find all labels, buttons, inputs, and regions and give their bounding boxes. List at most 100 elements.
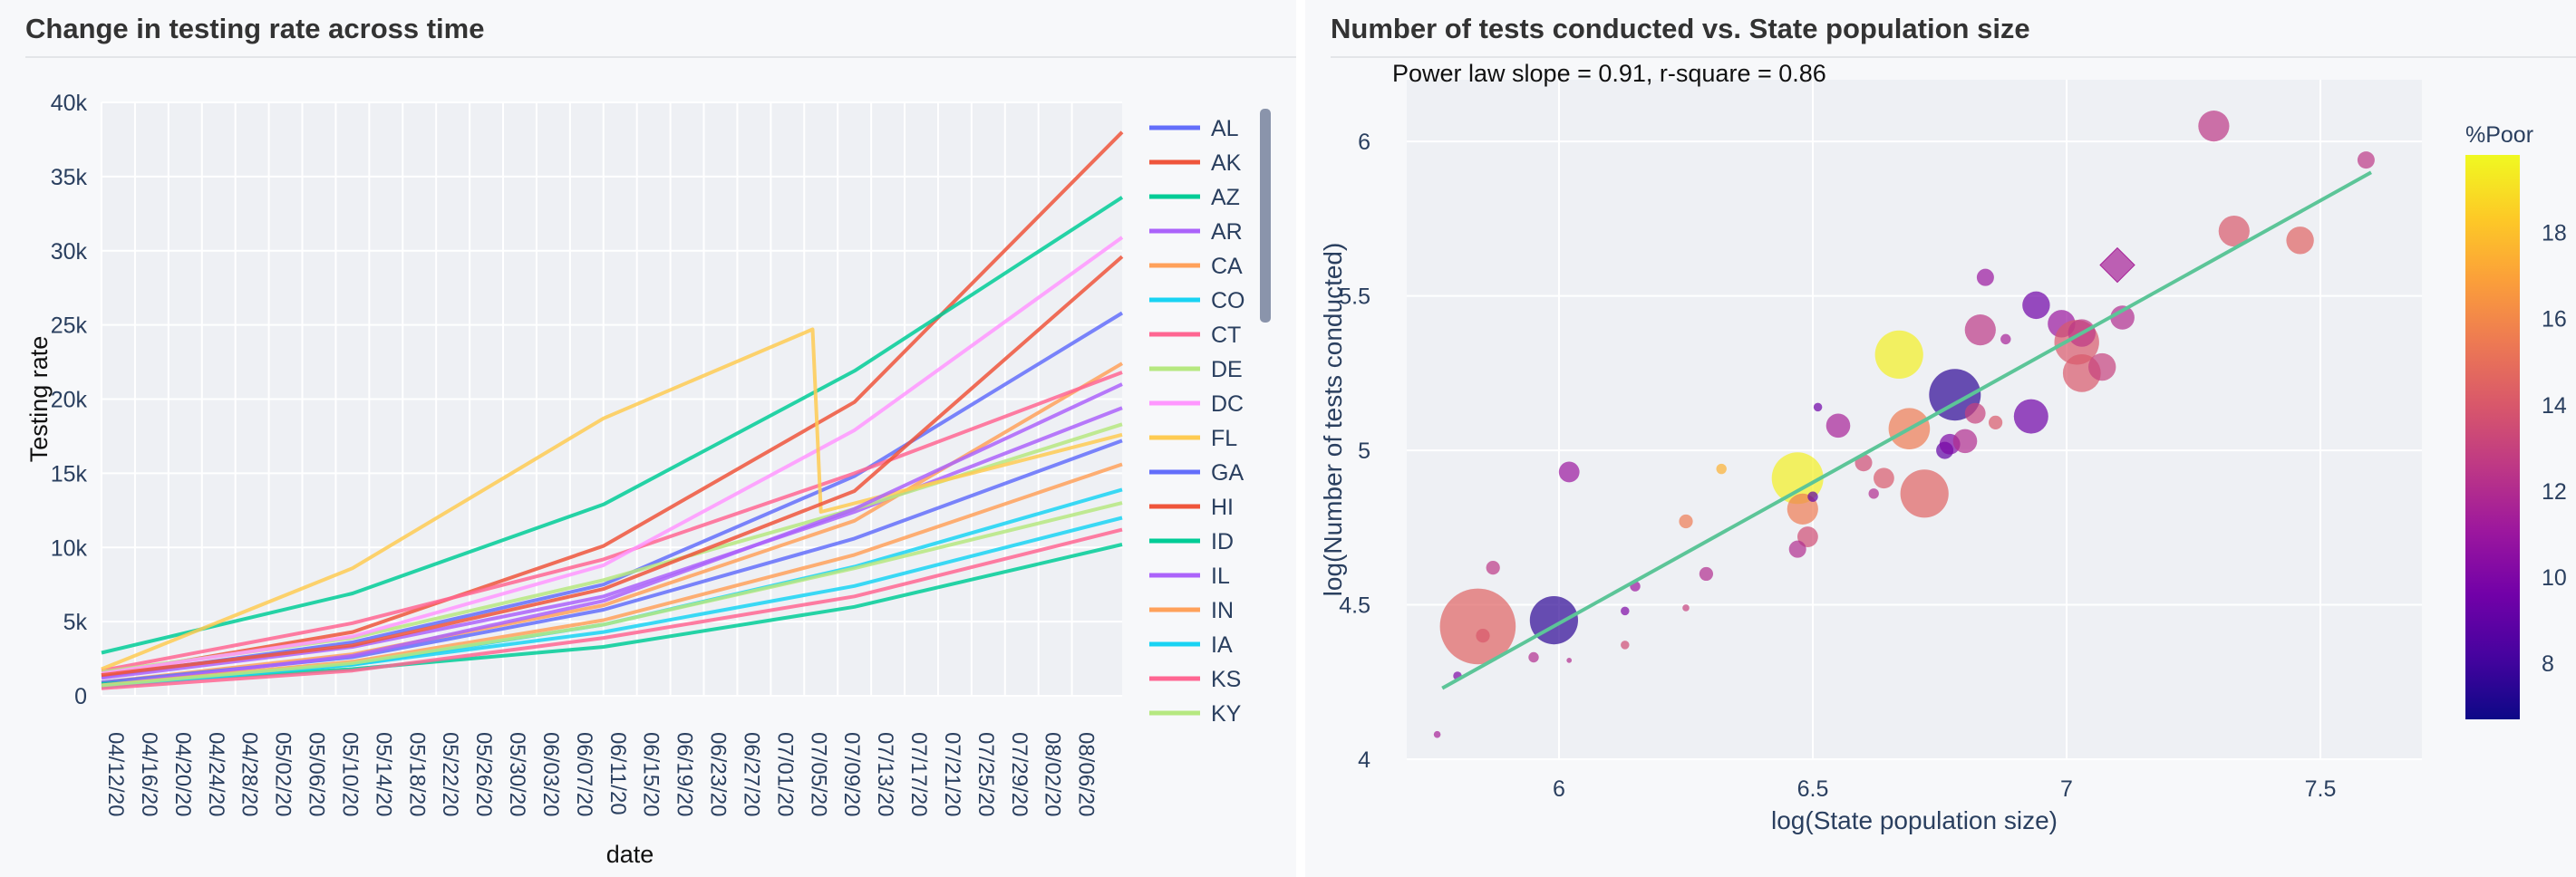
series-line-fl [101,327,1123,671]
colorbar-tick-label: 12 [2542,479,2567,505]
x-tick-label: 07/17/20 [906,732,931,816]
scatter-point [1528,651,1539,663]
colorbar [2465,155,2520,719]
y-tick-label: 6 [1358,130,1370,155]
legend-item: FL [1149,426,1237,451]
scatter-point [1976,268,1994,286]
scatter-point [1874,467,1894,489]
colorbar-tick-label: 8 [2542,651,2554,677]
title-divider [1331,56,2576,58]
x-tick-label: 07/21/20 [940,732,964,816]
scatter-point [1964,314,1996,346]
x-tick-label: 06/11/20 [605,732,630,815]
legend-item: IL [1149,564,1230,589]
legend-label: IA [1211,632,1233,658]
legend-label: AK [1211,150,1242,176]
legend-item: IA [1149,632,1233,658]
scatter-point [2022,291,2050,320]
y-tick-label: 15k [51,461,88,487]
x-tick-label: 05/02/20 [271,732,295,816]
scatter-point [2088,352,2116,381]
scatter-chart-title: Number of tests conducted vs. State popu… [1331,13,2030,44]
x-tick-label: 05/30/20 [505,732,529,816]
x-tick-label: 06/27/20 [739,732,763,816]
legend-item: CT [1149,323,1241,348]
x-axis-title: log(State population size) [1771,806,2058,834]
x-tick-label: 06/23/20 [706,732,731,816]
y-tick-label: 4.5 [1339,593,1370,619]
scatter-point [1682,604,1690,612]
x-tick-label: 04/28/20 [237,732,262,816]
scatter-point [1566,658,1573,663]
scatter-point [1825,413,1851,438]
line-chart-title: Change in testing rate across time [25,13,485,44]
y-tick-label: 40k [51,91,88,116]
scatter-point [1621,606,1630,616]
title-divider [25,56,1296,58]
scatter-point [1771,452,1824,505]
legend-label: FL [1211,426,1237,451]
scatter-point [2110,305,2135,330]
scatter-point [2000,333,2011,345]
scatter-point [1476,629,1490,643]
colorbar-tick-label: 10 [2542,565,2567,591]
legend-label: AZ [1211,185,1240,210]
y-tick-label: 20k [51,388,88,413]
x-tick-label: 07/05/20 [806,732,830,816]
tests-vs-population-scatter: 6 6.5 7 7.5 4 4.5 5 5.5 6 Power law slope = 0.91,… [1319,60,2567,834]
scatter-point [1439,588,1516,665]
y-axis-title: log(Number of tests conducted) [1319,243,1347,597]
x-tick-label: 05/26/20 [471,732,496,816]
x-tick-label: 04/24/20 [204,732,228,816]
legend-label: HI [1211,495,1234,520]
scatter-point [2218,215,2250,247]
colorbar-tick-label: 18 [2542,221,2567,246]
legend-label: IL [1211,564,1230,589]
legend: AL AK AZ AR CA CO CT DE DC FL GA HI ID IL IN IA KS KY [1149,116,1245,727]
legend-item: HI [1149,495,1234,520]
y-tick-label: 5.5 [1339,284,1370,310]
legend-item: KS [1149,667,1241,692]
scatter-point [2357,151,2375,169]
x-tick-label: 7 [2060,776,2073,802]
series-line-az [101,196,1124,655]
legend-label: DE [1211,357,1243,382]
power-law-trendline [1441,170,2372,690]
scatter-chart-panel: Number of tests conducted vs. State popu… [1305,0,2576,877]
legend-label: CT [1211,323,1241,348]
fit-annotation: Power law slope = 0.91, r-square = 0.86 [1392,60,1826,87]
x-tick-label: 08/02/20 [1041,732,1065,816]
scatter-point [1868,488,1879,499]
x-tick-label: 06/07/20 [572,732,596,816]
testing-rate-line-chart: 04/12/20 04/16/20 04/20/20 04/24/20 04/28/20… [25,91,1271,868]
scatter-point [1787,493,1818,525]
y-axis-title: Testing rate [25,336,53,463]
scatter-point [1716,463,1727,475]
y-tick-label: 30k [51,239,88,265]
legend-item: AK [1149,150,1242,176]
scatter-point [1874,330,1923,380]
scatter-point [1989,415,2003,430]
scatter-point [1807,491,1818,502]
series-line-ar [101,406,1123,680]
scatter-point [2286,226,2314,255]
scatter-point [1952,429,1978,454]
x-tick-label: 05/18/20 [404,732,429,816]
legend-item: GA [1149,460,1244,486]
x-tick-label: 06/19/20 [673,732,697,816]
x-tick-label: 05/14/20 [371,732,395,816]
scatter-point [1558,461,1580,483]
legend-label: IN [1211,598,1234,623]
x-tick-label: 06/03/20 [538,732,563,816]
legend-scrollbar[interactable] [1260,109,1271,323]
scatter-point [2013,399,2048,434]
legend-label: DC [1211,391,1244,417]
scatter-point [1900,469,1949,518]
scatter-point [1621,641,1630,650]
x-tick-label: 07/29/20 [1007,732,1031,816]
legend-label: GA [1211,460,1244,486]
legend-item: AR [1149,219,1243,245]
x-tick-label: 6.5 [1797,776,1829,802]
scatter-point [1433,730,1441,738]
y-tick-label: 10k [51,535,88,561]
